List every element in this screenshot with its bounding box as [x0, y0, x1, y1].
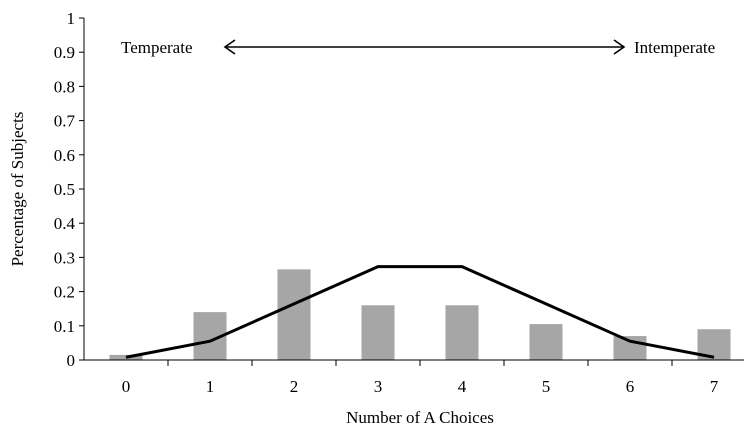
bar [109, 354, 143, 360]
y-tick-label: 0.2 [54, 283, 75, 302]
y-axis-ticks [79, 17, 84, 361]
x-axis [84, 359, 744, 366]
bar [361, 305, 395, 360]
y-tick-label: 0.9 [54, 43, 75, 62]
double-arrow [223, 39, 626, 55]
x-axis-title: Number of A Choices [346, 408, 494, 427]
y-tick-label: 0.1 [54, 317, 75, 336]
y-tick-label: 0 [67, 351, 76, 370]
x-tick-label: 5 [542, 377, 551, 396]
intemperate-label: Intemperate [634, 38, 715, 57]
x-tick-label: 0 [122, 377, 131, 396]
y-tick-label: 0.4 [54, 214, 76, 233]
y-axis-tick-labels: 0 0.1 0.2 0.3 0.4 0.5 0.6 0.7 0.8 0.9 1 [54, 9, 76, 370]
x-axis-tick-labels: 0 1 2 3 4 5 6 7 [122, 377, 719, 396]
bar [445, 305, 479, 360]
x-tick-label: 7 [710, 377, 719, 396]
arrowhead-right-icon [613, 39, 626, 55]
temperate-label: Temperate [121, 38, 193, 57]
bar [277, 269, 311, 360]
x-tick-label: 2 [290, 377, 299, 396]
bar-series [109, 269, 731, 360]
bar [529, 324, 563, 360]
arrowhead-left-icon [223, 39, 236, 55]
x-tick-label: 3 [374, 377, 383, 396]
y-tick-label: 1 [67, 9, 76, 28]
y-tick-label: 0.6 [54, 146, 75, 165]
x-tick-label: 6 [626, 377, 635, 396]
series-line [125, 265, 715, 359]
x-tick-label: 1 [206, 377, 215, 396]
y-tick-label: 0.5 [54, 180, 75, 199]
y-axis-title: Percentage of Subjects [8, 112, 27, 267]
line-series [125, 265, 715, 359]
y-tick-label: 0.3 [54, 248, 75, 267]
y-tick-label: 0.7 [54, 112, 76, 131]
y-tick-label: 0.8 [54, 77, 75, 96]
x-tick-label: 4 [458, 377, 467, 396]
